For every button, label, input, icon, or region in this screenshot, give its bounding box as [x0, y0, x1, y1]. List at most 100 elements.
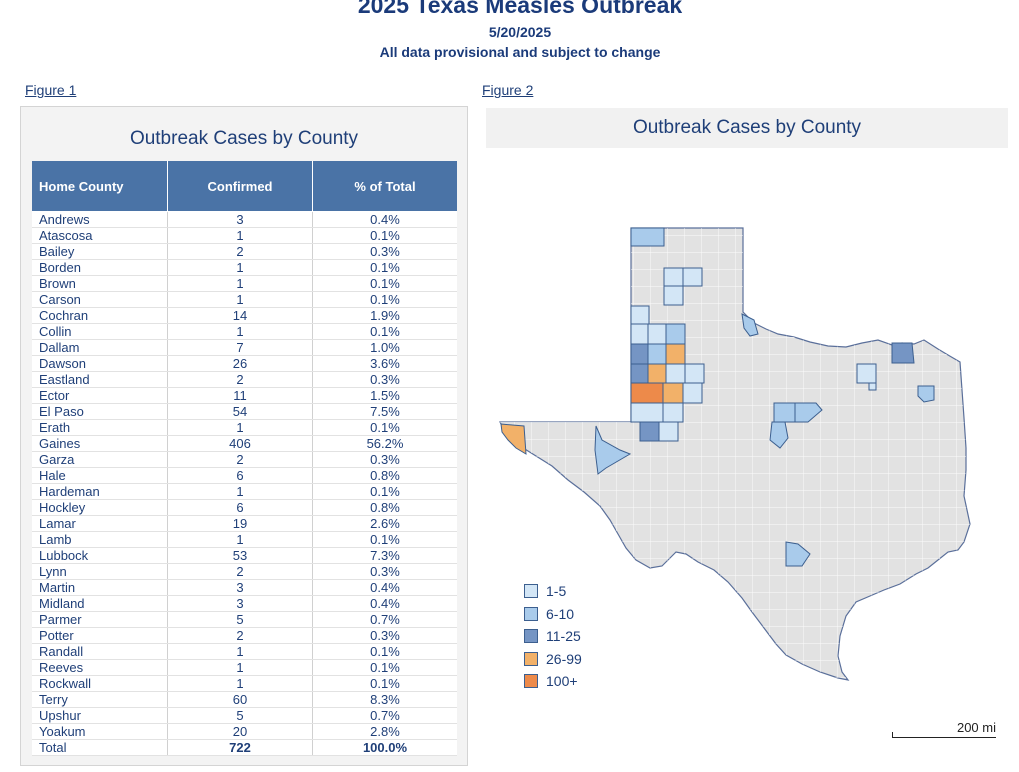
county-erath — [794, 402, 823, 423]
county-yoakum — [630, 363, 649, 384]
legend-item: 11-25 — [524, 625, 582, 648]
legend-item: 1-5 — [524, 580, 582, 603]
county-lamar — [891, 342, 915, 364]
cell-pct: 0.4% — [370, 212, 400, 227]
table-header: Home County Confirmed % of Total — [32, 161, 457, 211]
figure-2-title: Outbreak Cases by County — [632, 117, 862, 138]
county-lamb — [647, 323, 667, 345]
cell-county: Hockley — [32, 500, 168, 515]
cell-county: Total — [32, 740, 168, 755]
column-header-pct: % of Total — [354, 178, 416, 194]
cell-confirmed: 26 — [168, 356, 313, 371]
cell-confirmed: 54 — [168, 404, 313, 419]
cell-pct: 7.3% — [370, 548, 400, 563]
figure-1-title: Outbreak Cases by County — [129, 128, 359, 149]
cell-county: Brown — [32, 276, 168, 291]
scale-bar-label: 200 mi — [956, 720, 996, 735]
legend-swatch — [524, 651, 538, 666]
cell-pct: 0.8% — [370, 500, 400, 515]
map-scale-bar: 200 mi — [892, 720, 996, 738]
cell-confirmed: 11 — [168, 388, 313, 403]
cell-confirmed: 3 — [168, 212, 313, 227]
cell-county: Cochran — [32, 308, 168, 323]
county-hardeman — [741, 313, 759, 337]
table-row: Lubbock 53 7.3% — [32, 548, 457, 564]
cell-confirmed: 7 — [168, 340, 313, 355]
county-terry — [647, 363, 667, 384]
cell-confirmed: 5 — [168, 612, 313, 627]
county-potter — [663, 267, 684, 287]
county-cochran — [630, 343, 649, 365]
cell-pct: 0.1% — [370, 676, 400, 691]
county-parmer — [630, 305, 650, 325]
county-table: Home County Confirmed % of Total Andrews… — [32, 161, 457, 756]
cell-county: Martin — [32, 580, 168, 595]
table-row: Collin 1 0.1% — [32, 324, 457, 340]
legend-swatch — [524, 606, 538, 621]
table-row: Brown 1 0.1% — [32, 276, 457, 292]
county-dawson — [662, 382, 684, 404]
cell-pct: 8.3% — [370, 692, 400, 707]
cell-pct: 0.3% — [370, 244, 400, 259]
cell-pct: 0.3% — [370, 452, 400, 467]
cell-confirmed: 53 — [168, 548, 313, 563]
cell-confirmed: 3 — [168, 580, 313, 595]
table-row: Upshur 5 0.7% — [32, 708, 457, 724]
cell-county: Parmer — [32, 612, 168, 627]
report-note: All data provisional and subject to chan… — [379, 44, 661, 60]
cell-confirmed: 14 — [168, 308, 313, 323]
table-row: Ector 11 1.5% — [32, 388, 457, 404]
table-row: Andrews 3 0.4% — [32, 212, 457, 228]
table-row: Potter 2 0.3% — [32, 628, 457, 644]
county-lubbock — [665, 343, 686, 365]
table-row: Lynn 2 0.3% — [32, 564, 457, 580]
cell-pct: 0.7% — [370, 612, 400, 627]
cell-county: El Paso — [32, 404, 168, 419]
table-row: Rockwall 1 0.1% — [32, 676, 457, 692]
table-row: Terry 60 8.3% — [32, 692, 457, 708]
table-row: Eastland 2 0.3% — [32, 372, 457, 388]
table-row: Lamar 19 2.6% — [32, 516, 457, 532]
cell-county: Reeves — [32, 660, 168, 675]
county-atascosa — [785, 541, 811, 567]
table-row: Yoakum 20 2.8% — [32, 724, 457, 740]
county-gaines — [630, 382, 664, 404]
cell-pct: 0.8% — [370, 468, 400, 483]
cell-pct: 56.2% — [366, 436, 404, 451]
cell-county: Bailey — [32, 244, 168, 259]
cell-county: Midland — [32, 596, 168, 611]
county-hockley — [647, 343, 667, 365]
cell-pct: 0.3% — [370, 372, 400, 387]
cell-confirmed: 2 — [168, 452, 313, 467]
table-row: Erath 1 0.1% — [32, 420, 457, 436]
cell-pct: 1.9% — [370, 308, 400, 323]
county-reeves — [594, 425, 632, 475]
legend-label: 100+ — [546, 673, 578, 690]
cell-confirmed: 60 — [168, 692, 313, 707]
county-collin — [856, 363, 877, 384]
cell-county: Lubbock — [32, 548, 168, 563]
legend-label: 11-25 — [546, 628, 581, 645]
table-row: Dallam 7 1.0% — [32, 340, 457, 356]
table-row: Dawson 26 3.6% — [32, 356, 457, 372]
county-garza — [684, 363, 705, 384]
cell-county: Atascosa — [32, 228, 168, 243]
cell-confirmed: 6 — [168, 500, 313, 515]
cell-pct: 0.3% — [370, 628, 400, 643]
figure-1-link[interactable]: Figure 1 — [25, 82, 77, 98]
table-row: Carson 1 0.1% — [32, 292, 457, 308]
outbreak-counties — [500, 227, 935, 567]
county-upshur — [917, 385, 935, 403]
cell-county: Lamb — [32, 532, 168, 547]
legend-label: 6-10 — [546, 605, 575, 622]
cell-pct: 2.6% — [370, 516, 400, 531]
county-andrews — [630, 402, 664, 423]
figure-2-link[interactable]: Figure 2 — [482, 82, 534, 98]
county-brown — [769, 421, 789, 449]
cell-confirmed: 1 — [168, 292, 313, 307]
county-eastland — [773, 402, 796, 423]
table-row: Cochran 14 1.9% — [32, 308, 457, 324]
cell-pct: 1.5% — [370, 388, 400, 403]
cell-confirmed: 1 — [168, 532, 313, 547]
scale-bar-line — [892, 732, 996, 738]
